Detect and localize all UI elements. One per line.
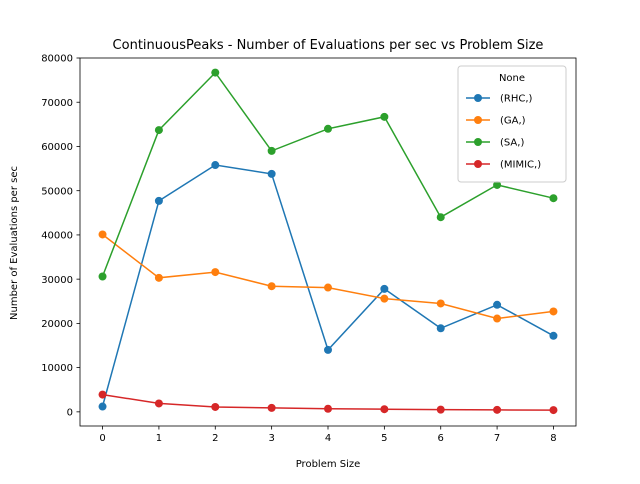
- data-point-1-6: [436, 299, 445, 308]
- data-point-1-2: [211, 268, 220, 277]
- data-point-2-6: [436, 213, 445, 222]
- axes: 0 1 2 3 4 5 6 7 8 0 10000 20000 30000 40000 50000 60000…: [41, 54, 577, 444]
- data-point-3-8: [549, 406, 558, 415]
- data-point-1-8: [549, 307, 558, 316]
- data-point-1-7: [493, 314, 502, 323]
- data-point-2-5: [380, 112, 389, 121]
- x-tick-label: 4: [325, 433, 331, 444]
- data-point-0-8: [549, 331, 558, 340]
- x-tick-label: 0: [99, 433, 105, 444]
- legend: None (RHC,) (GA,) (SA,) (MIMIC,): [457, 65, 567, 183]
- x-axis-label: Problem Size: [296, 459, 361, 470]
- chart-title: ContinuousPeaks - Number of Evaluations …: [113, 38, 544, 53]
- x-tick-label: 5: [381, 433, 387, 444]
- data-point-3-6: [436, 405, 445, 414]
- data-point-2-3: [267, 146, 276, 155]
- x-tick-label: 3: [268, 433, 274, 444]
- data-point-3-1: [154, 399, 163, 408]
- y-tick-label: 70000: [41, 98, 73, 109]
- y-tick-label: 20000: [41, 319, 73, 330]
- legend-entry-label: (SA,): [500, 138, 524, 149]
- data-point-0-0: [98, 402, 107, 411]
- legend-swatch-marker: [474, 116, 482, 124]
- data-point-0-1: [154, 196, 163, 205]
- data-point-1-4: [324, 283, 332, 292]
- legend-entry-label: (GA,): [500, 116, 526, 127]
- legend-title: None: [499, 73, 525, 84]
- data-point-1-5: [380, 294, 389, 303]
- x-tick-label: 2: [212, 433, 218, 444]
- y-tick-label: 60000: [41, 142, 73, 153]
- x-tick-label: 7: [494, 433, 500, 444]
- x-tick-label: 8: [550, 433, 556, 444]
- data-point-0-5: [380, 284, 389, 293]
- data-point-0-4: [324, 345, 332, 354]
- legend-box: [457, 65, 567, 183]
- data-point-3-3: [267, 403, 276, 412]
- y-axis-label: Number of Evaluations per sec: [9, 166, 20, 320]
- y-tick-label: 40000: [41, 231, 73, 242]
- data-point-1-3: [267, 282, 276, 291]
- data-point-2-1: [154, 126, 163, 135]
- y-tick-label: 50000: [41, 186, 73, 197]
- legend-swatch-marker: [474, 138, 482, 146]
- data-point-3-4: [324, 404, 332, 413]
- legend-entry-label: (RHC,): [500, 94, 533, 105]
- data-point-3-0: [98, 390, 107, 399]
- data-point-1-1: [154, 273, 163, 282]
- legend-entry-label: (MIMIC,): [500, 160, 541, 171]
- y-tick-label: 0: [67, 407, 73, 418]
- legend-swatch-marker: [474, 94, 482, 102]
- data-point-2-0: [98, 272, 107, 281]
- x-tick-label: 6: [438, 433, 444, 444]
- data-point-0-7: [493, 300, 502, 309]
- data-point-2-7: [493, 180, 502, 189]
- data-point-0-2: [211, 161, 220, 170]
- data-point-0-6: [436, 324, 445, 333]
- data-point-3-2: [211, 402, 220, 411]
- data-point-2-8: [549, 194, 558, 203]
- y-tick-label: 10000: [41, 363, 73, 374]
- data-point-3-7: [493, 405, 502, 414]
- y-tick-label: 80000: [41, 54, 73, 65]
- x-tick-label: 1: [156, 433, 162, 444]
- legend-swatch-marker: [474, 160, 482, 168]
- data-point-0-3: [267, 169, 276, 178]
- data-point-3-5: [380, 405, 389, 414]
- plot-area: [98, 68, 558, 415]
- data-point-2-2: [211, 68, 220, 77]
- data-point-2-4: [324, 124, 332, 133]
- data-point-1-0: [98, 230, 107, 239]
- y-tick-label: 30000: [41, 275, 73, 286]
